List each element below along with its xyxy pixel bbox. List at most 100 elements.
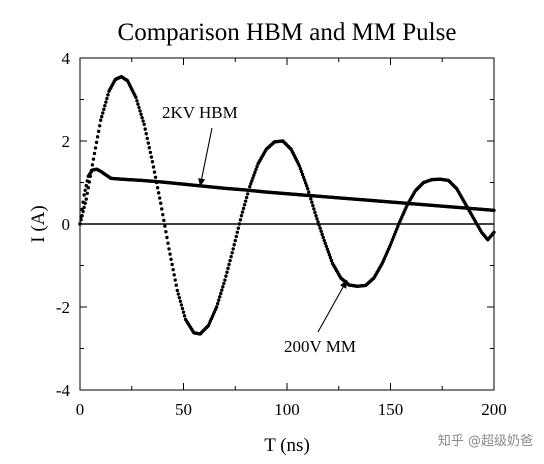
- data-point: [301, 175, 306, 180]
- data-point: [238, 218, 243, 222]
- data-point: [102, 107, 106, 112]
- data-point: [309, 197, 313, 201]
- data-point: [322, 238, 326, 243]
- data-point: [140, 115, 144, 120]
- series-layer: [78, 74, 496, 336]
- annotation-label-hbm: 2KV HBM: [162, 103, 238, 122]
- data-point: [159, 201, 163, 205]
- annotation-label-mm: 200V MM: [284, 337, 356, 356]
- data-point: [181, 310, 186, 314]
- data-point: [179, 303, 184, 307]
- data-point: [154, 180, 159, 185]
- data-point: [106, 93, 110, 97]
- data-point: [173, 278, 177, 282]
- data-point: [393, 230, 398, 234]
- y-tick-label: -4: [56, 381, 71, 400]
- data-point: [255, 164, 259, 169]
- data-point: [151, 165, 156, 169]
- data-point: [248, 184, 252, 189]
- data-point: [492, 208, 496, 213]
- data-point: [218, 295, 222, 299]
- data-point: [80, 214, 84, 218]
- data-point: [314, 214, 318, 218]
- data-point: [138, 109, 142, 113]
- data-point: [250, 179, 254, 183]
- data-point: [319, 229, 323, 233]
- data-point: [147, 146, 152, 150]
- data-point: [388, 243, 393, 247]
- data-point: [174, 283, 178, 287]
- data-point: [215, 301, 220, 306]
- data-point: [395, 227, 399, 231]
- data-point: [165, 235, 169, 240]
- x-axis-label: T (ns): [264, 435, 310, 456]
- data-point: [149, 155, 154, 159]
- data-point: [225, 270, 229, 274]
- data-point: [254, 167, 258, 172]
- data-point: [220, 288, 224, 292]
- data-point: [170, 262, 174, 267]
- data-point: [93, 146, 98, 150]
- data-point: [171, 267, 175, 272]
- data-point: [216, 298, 221, 302]
- data-point: [81, 209, 85, 214]
- data-point: [161, 212, 165, 217]
- y-tick-label: 2: [62, 132, 71, 151]
- data-point: [99, 118, 103, 122]
- data-point: [87, 180, 92, 184]
- data-point: [312, 207, 316, 211]
- data-point: [252, 173, 256, 177]
- data-point: [162, 218, 166, 223]
- data-point: [239, 214, 244, 218]
- data-point: [152, 170, 157, 174]
- data-point: [89, 168, 94, 173]
- data-point: [310, 200, 314, 204]
- data-point: [303, 181, 308, 185]
- data-point: [150, 160, 155, 164]
- data-point: [82, 193, 86, 197]
- data-point: [316, 220, 320, 224]
- data-point: [176, 292, 181, 296]
- data-point: [327, 253, 332, 257]
- data-point: [96, 129, 101, 134]
- x-tick-label: 150: [378, 400, 404, 419]
- data-point: [221, 285, 225, 289]
- data-point: [311, 203, 315, 208]
- data-point: [308, 193, 312, 198]
- y-tick-label: 4: [62, 49, 71, 68]
- data-point: [153, 175, 158, 180]
- data-point: [224, 274, 228, 278]
- data-point: [317, 223, 321, 227]
- data-point: [85, 191, 89, 196]
- data-point: [82, 205, 86, 210]
- data-point: [241, 206, 246, 211]
- x-tick-label: 200: [481, 400, 507, 419]
- data-point: [324, 244, 329, 249]
- data-point: [245, 192, 250, 196]
- data-point: [396, 224, 400, 229]
- chart-title: Comparison HBM and MM Pulse: [118, 19, 457, 46]
- data-point: [233, 238, 237, 243]
- data-point: [167, 247, 171, 251]
- data-point: [236, 226, 241, 230]
- data-point: [237, 222, 242, 226]
- x-tick-label: 100: [274, 400, 300, 419]
- data-point: [390, 237, 395, 242]
- data-point: [83, 188, 87, 192]
- annotation-arrow: [199, 127, 213, 187]
- data-point: [104, 100, 108, 104]
- data-point: [135, 99, 139, 103]
- watermark: 知乎 @超级奶爸: [438, 433, 533, 449]
- annotation-arrowhead: [198, 178, 206, 187]
- data-point: [329, 258, 334, 263]
- x-tick-label: 0: [76, 400, 85, 419]
- data-point: [313, 210, 317, 215]
- data-point: [101, 111, 105, 115]
- data-point: [321, 235, 325, 240]
- data-point: [180, 306, 185, 311]
- data-point: [100, 114, 104, 119]
- data-point: [297, 164, 302, 168]
- axis-ticks: 0 50 100 150 200 4 2 0 -2 -4: [56, 49, 507, 419]
- data-point: [90, 163, 95, 167]
